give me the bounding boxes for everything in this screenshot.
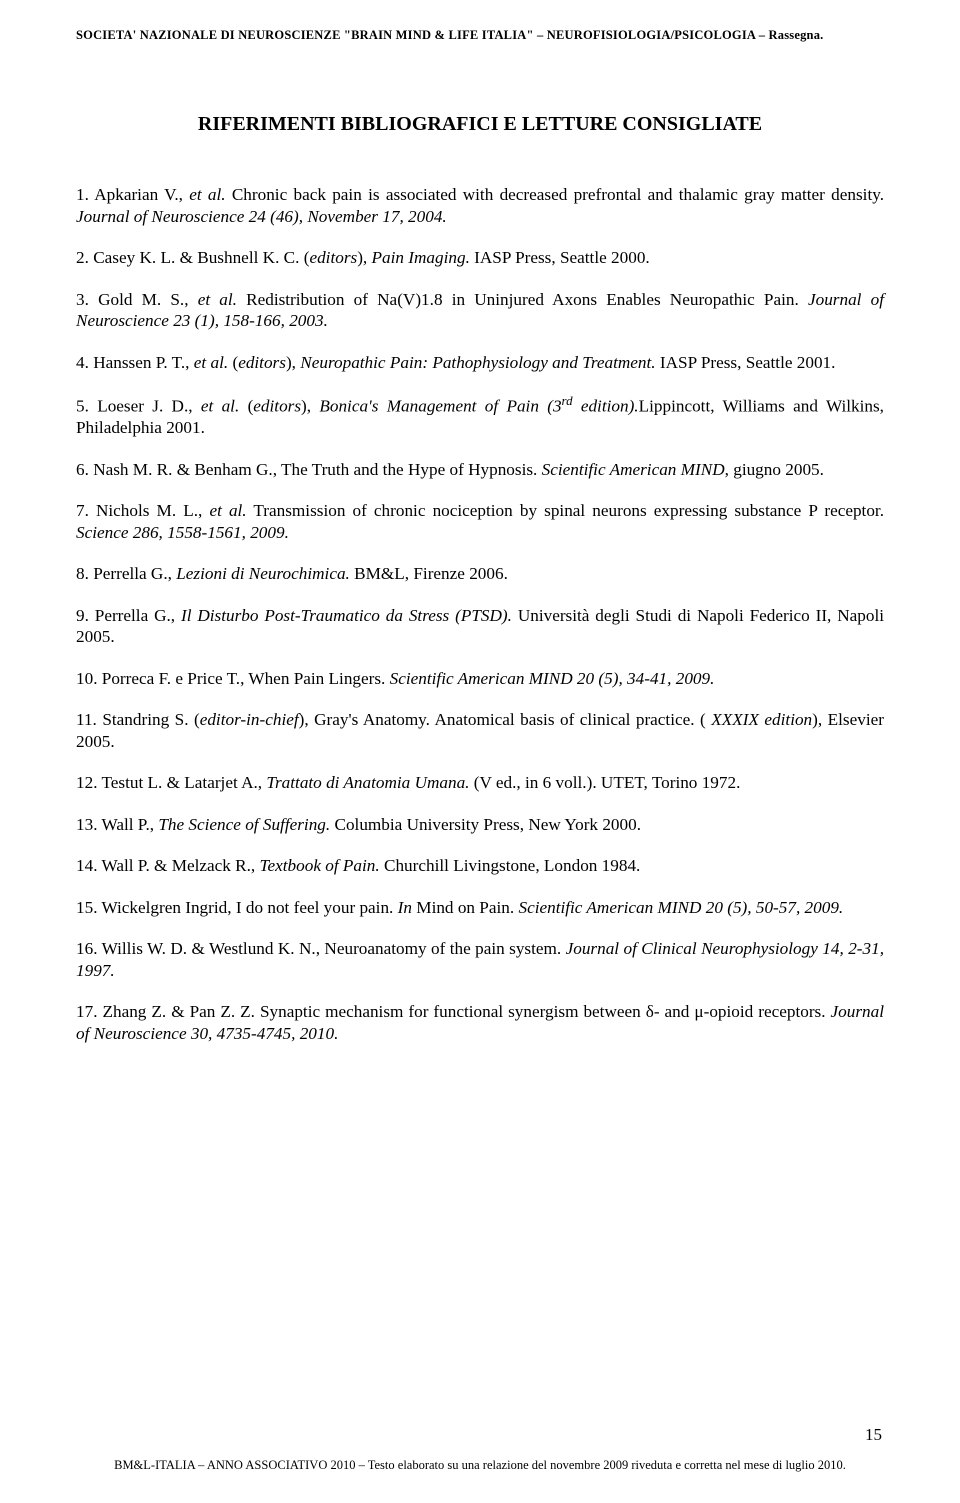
ref-text-italic: et al. [194, 353, 228, 372]
ref-text-italic: Scientific American MIND 20 (5), 50-57, … [518, 898, 843, 917]
ref-text: 13. Wall P., [76, 815, 158, 834]
ref-text-italic: Pain Imaging. [372, 248, 470, 267]
ref-item: 10. Porreca F. e Price T., When Pain Lin… [76, 668, 884, 690]
ref-text: ( [239, 397, 253, 416]
ref-text: 5. Loeser J. D., [76, 397, 201, 416]
ref-item: 12. Testut L. & Latarjet A., Trattato di… [76, 772, 884, 794]
ref-text: 6. Nash M. R. & Benham G., The Truth and… [76, 460, 542, 479]
section-title: RIFERIMENTI BIBLIOGRAFICI E LETTURE CONS… [76, 113, 884, 136]
ref-text: ), [357, 248, 371, 267]
ref-text: 16. Willis W. D. & Westlund K. N., Neuro… [76, 939, 566, 958]
ref-item: 11. Standring S. (editor-in-chief), Gray… [76, 709, 884, 752]
ref-item: 7. Nichols M. L., et al. Transmission of… [76, 500, 884, 543]
ref-text-italic: et al. [198, 290, 237, 309]
ref-text-italic: Science 286, 1558-1561, 2009. [76, 523, 289, 542]
ref-item: 16. Willis W. D. & Westlund K. N., Neuro… [76, 938, 884, 981]
ref-text: Chronic back pain is associated with dec… [226, 185, 884, 204]
ref-item: 8. Perrella G., Lezioni di Neurochimica.… [76, 563, 884, 585]
ref-text-italic: Lezioni di Neurochimica. [176, 564, 350, 583]
ref-text-italic: editor-in-chief [200, 710, 299, 729]
ref-text: Columbia University Press, New York 2000… [330, 815, 641, 834]
ref-text: ), [286, 353, 300, 372]
ref-text: 17. Zhang Z. & Pan Z. Z. Synaptic mechan… [76, 1002, 831, 1021]
ref-item: 14. Wall P. & Melzack R., Textbook of Pa… [76, 855, 884, 877]
ref-text: (V ed., in 6 voll.). UTET, Torino 1972. [469, 773, 740, 792]
ref-text: 11. Standring S. ( [76, 710, 200, 729]
ref-item: 17. Zhang Z. & Pan Z. Z. Synaptic mechan… [76, 1001, 884, 1044]
ref-text: IASP Press, Seattle 2001. [656, 353, 836, 372]
page-header: SOCIETA' NAZIONALE DI NEUROSCIENZE "BRAI… [76, 28, 884, 43]
page-footer: BM&L-ITALIA – ANNO ASSOCIATIVO 2010 – Te… [0, 1458, 960, 1473]
ref-text: IASP Press, Seattle 2000. [470, 248, 650, 267]
ref-text: 4. Hanssen P. T., [76, 353, 194, 372]
ref-item: 2. Casey K. L. & Bushnell K. C. (editors… [76, 247, 884, 269]
ref-text: 7. Nichols M. L., [76, 501, 209, 520]
ref-text-italic: Scientific American MIND [542, 460, 725, 479]
ref-item: 1. Apkarian V., et al. Chronic back pain… [76, 184, 884, 227]
ref-text: 9. Perrella G., [76, 606, 181, 625]
ref-text: 1. Apkarian V., [76, 185, 189, 204]
ref-item: 3. Gold M. S., et al. Redistribution of … [76, 289, 884, 332]
ref-text: 3. Gold M. S., [76, 290, 198, 309]
ref-text: Churchill Livingstone, London 1984. [380, 856, 641, 875]
ref-item: 5. Loeser J. D., et al. (editors), Bonic… [76, 393, 884, 439]
ref-text: ( [228, 353, 238, 372]
ref-text-italic: The Science of Suffering. [158, 815, 330, 834]
ref-item: 9. Perrella G., Il Disturbo Post-Traumat… [76, 605, 884, 648]
page-number: 15 [865, 1425, 882, 1445]
ref-text-italic: Il Disturbo Post-Traumatico da Stress (P… [181, 606, 512, 625]
ref-text: Redistribution of Na(V)1.8 in Uninjured … [237, 290, 808, 309]
references-list: 1. Apkarian V., et al. Chronic back pain… [76, 184, 884, 1044]
ref-item: 4. Hanssen P. T., et al. (editors), Neur… [76, 352, 884, 374]
ref-text-italic: Neuropathic Pain: Pathophysiology and Tr… [300, 353, 655, 372]
ref-text-italic: In [398, 898, 412, 917]
ref-text-italic: editors [253, 397, 301, 416]
ref-text-italic: editors [238, 353, 286, 372]
ref-text: ), Gray's Anatomy. Anatomical basis of c… [299, 710, 712, 729]
ref-text-italic: et al. [189, 185, 225, 204]
ref-text-italic: Scientific American MIND 20 (5), 34-41, … [390, 669, 715, 688]
ref-text-superscript: rd [562, 394, 573, 408]
ref-item: 13. Wall P., The Science of Suffering. C… [76, 814, 884, 836]
ref-text: Transmission of chronic nociception by s… [247, 501, 884, 520]
ref-text-italic: et al. [201, 397, 239, 416]
ref-text: 2. Casey K. L. & Bushnell K. C. ( [76, 248, 309, 267]
ref-text-italic: editors [309, 248, 357, 267]
ref-text: , giugno 2005. [725, 460, 824, 479]
ref-text-italic: Bonica's Management of Pain (3 [319, 397, 561, 416]
ref-text: 10. Porreca F. e Price T., When Pain Lin… [76, 669, 390, 688]
ref-text-italic: Journal of Neuroscience 24 (46), Novembe… [76, 207, 447, 226]
ref-text: BM&L, Firenze 2006. [350, 564, 508, 583]
ref-text-italic: edition). [573, 397, 639, 416]
ref-text: 8. Perrella G., [76, 564, 176, 583]
ref-item: 6. Nash M. R. & Benham G., The Truth and… [76, 459, 884, 481]
ref-text: ), [301, 397, 319, 416]
ref-text: 15. Wickelgren Ingrid, I do not feel you… [76, 898, 398, 917]
ref-text: 12. Testut L. & Latarjet A., [76, 773, 266, 792]
ref-text: 14. Wall P. & Melzack R., [76, 856, 260, 875]
ref-text-italic: et al. [209, 501, 246, 520]
ref-text: Mind on Pain. [412, 898, 518, 917]
ref-text-italic: Trattato di Anatomia Umana. [266, 773, 469, 792]
ref-item: 15. Wickelgren Ingrid, I do not feel you… [76, 897, 884, 919]
ref-text-italic: XXXIX edition [711, 710, 812, 729]
ref-text-italic: Textbook of Pain. [260, 856, 380, 875]
